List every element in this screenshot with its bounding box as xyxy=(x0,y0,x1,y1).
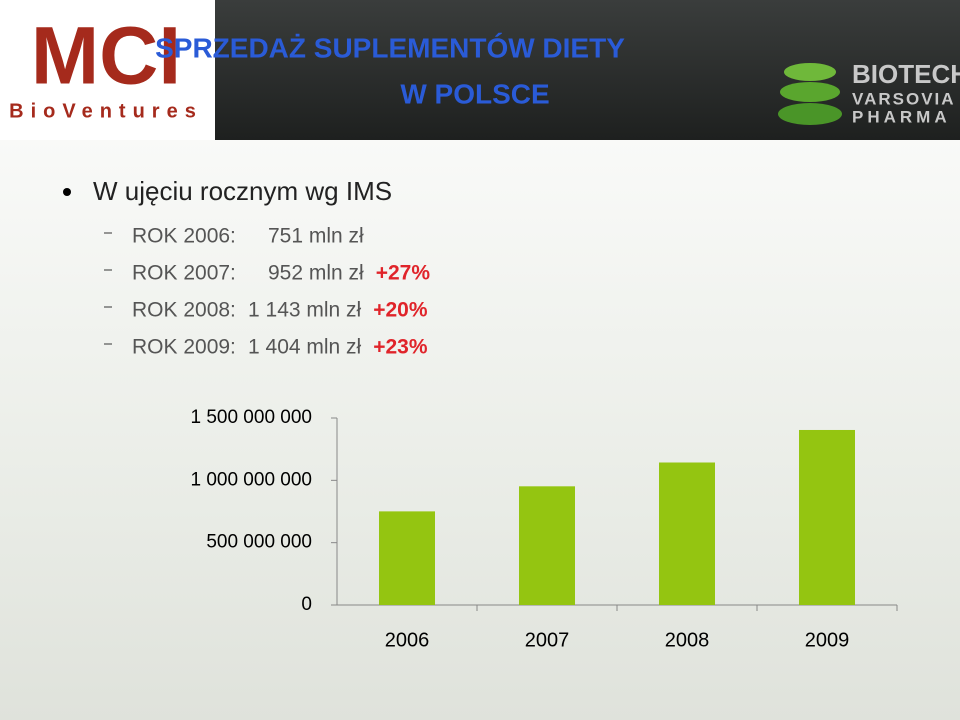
logo-right: BIOTECH xyxy=(852,59,960,89)
bar xyxy=(379,511,435,605)
y-tick-label: 500 000 000 xyxy=(206,532,312,553)
x-tick-label: 2009 xyxy=(805,629,850,651)
logo-stone xyxy=(780,82,840,102)
bullet-text: W ujęciu rocznym wg IMS xyxy=(93,176,392,206)
line-amount: 1 143 mln zł xyxy=(248,299,362,322)
line-amount: 1 404 mln zł xyxy=(248,336,362,359)
x-tick-label: 2007 xyxy=(525,629,570,651)
logo-sub: BioVentures xyxy=(9,100,203,122)
line-amount: 751 mln zł xyxy=(268,225,364,248)
logo-right: PHARMA xyxy=(852,107,951,126)
bar xyxy=(519,486,575,605)
y-tick-label: 1 000 000 000 xyxy=(190,469,312,490)
line-label: ROK 2009: xyxy=(132,336,236,359)
y-tick-label: 1 500 000 000 xyxy=(190,407,312,428)
logo-box xyxy=(0,0,215,140)
logo-mci: MCI xyxy=(31,11,181,102)
title-line: W POLSCE xyxy=(400,78,549,109)
line-label: ROK 2008: xyxy=(132,299,236,322)
title-line: SPRZEDAŻ SUPLEMENTÓW DIETY xyxy=(155,32,625,63)
y-tick-label: 0 xyxy=(301,594,312,615)
line-label: ROK 2006: xyxy=(132,225,236,248)
line-change: +20% xyxy=(373,299,428,322)
x-tick-label: 2006 xyxy=(385,629,430,651)
bar xyxy=(799,429,855,605)
line-change: +27% xyxy=(376,262,431,285)
logo-stone xyxy=(778,103,842,125)
logo-right: VARSOVIA xyxy=(852,89,956,108)
x-tick-label: 2008 xyxy=(665,629,710,651)
line-change: +23% xyxy=(373,336,428,359)
logo-stone xyxy=(784,63,836,81)
bullet-dot xyxy=(63,188,71,196)
line-label: ROK 2007: xyxy=(132,262,236,285)
line-amount: 952 mln zł xyxy=(268,262,364,285)
bar xyxy=(659,462,715,605)
